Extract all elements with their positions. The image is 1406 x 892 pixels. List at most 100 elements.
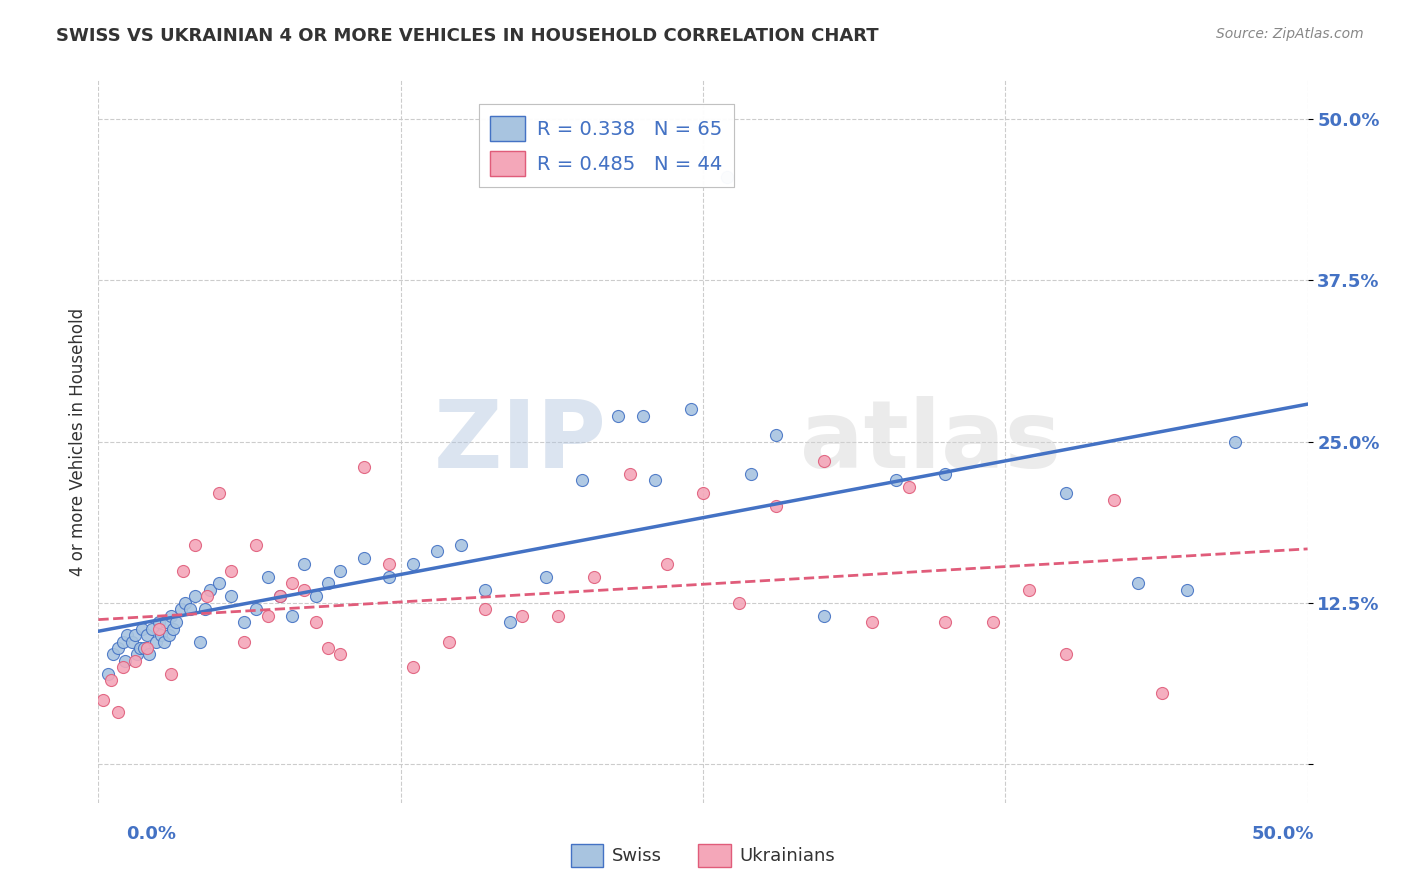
Point: [232, 615, 254, 630]
Legend: Swiss, Ukrainians: Swiss, Ukrainians: [564, 837, 842, 874]
Point: [145, 634, 167, 648]
Point: [179, 602, 201, 616]
Point: [91, 692, 114, 706]
Point: [547, 608, 569, 623]
Point: [316, 640, 339, 655]
Point: [534, 570, 557, 584]
Point: [292, 582, 315, 597]
Point: [269, 590, 291, 604]
Point: [813, 454, 835, 468]
Point: [101, 648, 124, 662]
Point: [1128, 576, 1150, 591]
Point: [679, 402, 702, 417]
Point: [402, 660, 425, 674]
Point: [281, 576, 304, 591]
Point: [256, 608, 278, 623]
Point: [208, 486, 231, 500]
Point: [1223, 434, 1246, 449]
Point: [631, 409, 654, 423]
Point: [107, 640, 129, 655]
Point: [174, 596, 197, 610]
Point: [256, 570, 278, 584]
Point: [402, 557, 425, 571]
Point: [195, 590, 218, 604]
Point: [934, 467, 956, 481]
Point: [184, 590, 207, 604]
Point: [160, 608, 183, 623]
Point: [897, 480, 920, 494]
Point: [160, 666, 183, 681]
Point: [141, 622, 163, 636]
Point: [329, 648, 352, 662]
Point: [155, 615, 177, 630]
Point: [353, 550, 375, 565]
Point: [221, 564, 243, 578]
Point: [97, 666, 120, 681]
Point: [510, 608, 533, 623]
Point: [377, 570, 399, 584]
Point: [100, 673, 122, 688]
Point: [117, 628, 139, 642]
Point: [1018, 582, 1040, 597]
Point: [124, 628, 146, 642]
Point: [655, 557, 678, 571]
Point: [644, 473, 666, 487]
Point: [450, 538, 472, 552]
Text: atlas: atlas: [800, 395, 1060, 488]
Point: [813, 608, 835, 623]
Point: [316, 576, 339, 591]
Point: [765, 428, 787, 442]
Point: [716, 169, 738, 184]
Point: [740, 467, 762, 481]
Point: [607, 409, 630, 423]
Point: [150, 628, 173, 642]
Point: [571, 473, 593, 487]
Point: [131, 622, 153, 636]
Point: [860, 615, 883, 630]
Point: [728, 596, 751, 610]
Point: [934, 615, 956, 630]
Point: [329, 564, 352, 578]
Point: [221, 590, 243, 604]
Text: ZIP: ZIP: [433, 395, 606, 488]
Point: [148, 615, 170, 630]
Point: [114, 654, 136, 668]
Point: [1054, 648, 1077, 662]
Point: [198, 582, 221, 597]
Point: [162, 622, 184, 636]
Point: [127, 648, 149, 662]
Point: [138, 648, 160, 662]
Point: [184, 538, 207, 552]
Point: [169, 602, 191, 616]
Point: [128, 640, 150, 655]
Point: [1054, 486, 1077, 500]
Point: [426, 544, 449, 558]
Point: [292, 557, 315, 571]
Point: [619, 467, 641, 481]
Point: [135, 628, 157, 642]
Point: [377, 557, 399, 571]
Point: [305, 615, 328, 630]
Point: [474, 602, 496, 616]
Point: [107, 706, 129, 720]
Point: [208, 576, 231, 591]
Point: [981, 615, 1004, 630]
Point: [157, 628, 180, 642]
Point: [437, 634, 460, 648]
Point: [165, 615, 187, 630]
Point: [281, 608, 304, 623]
Point: [498, 615, 520, 630]
Point: [886, 473, 908, 487]
Point: [194, 602, 217, 616]
Text: Source: ZipAtlas.com: Source: ZipAtlas.com: [1216, 27, 1364, 41]
Point: [583, 570, 606, 584]
Point: [245, 602, 267, 616]
Point: [245, 538, 267, 552]
Point: [188, 634, 211, 648]
Point: [148, 622, 170, 636]
Point: [232, 634, 254, 648]
Point: [269, 590, 291, 604]
Point: [692, 486, 714, 500]
Point: [111, 660, 134, 674]
Point: [134, 640, 156, 655]
